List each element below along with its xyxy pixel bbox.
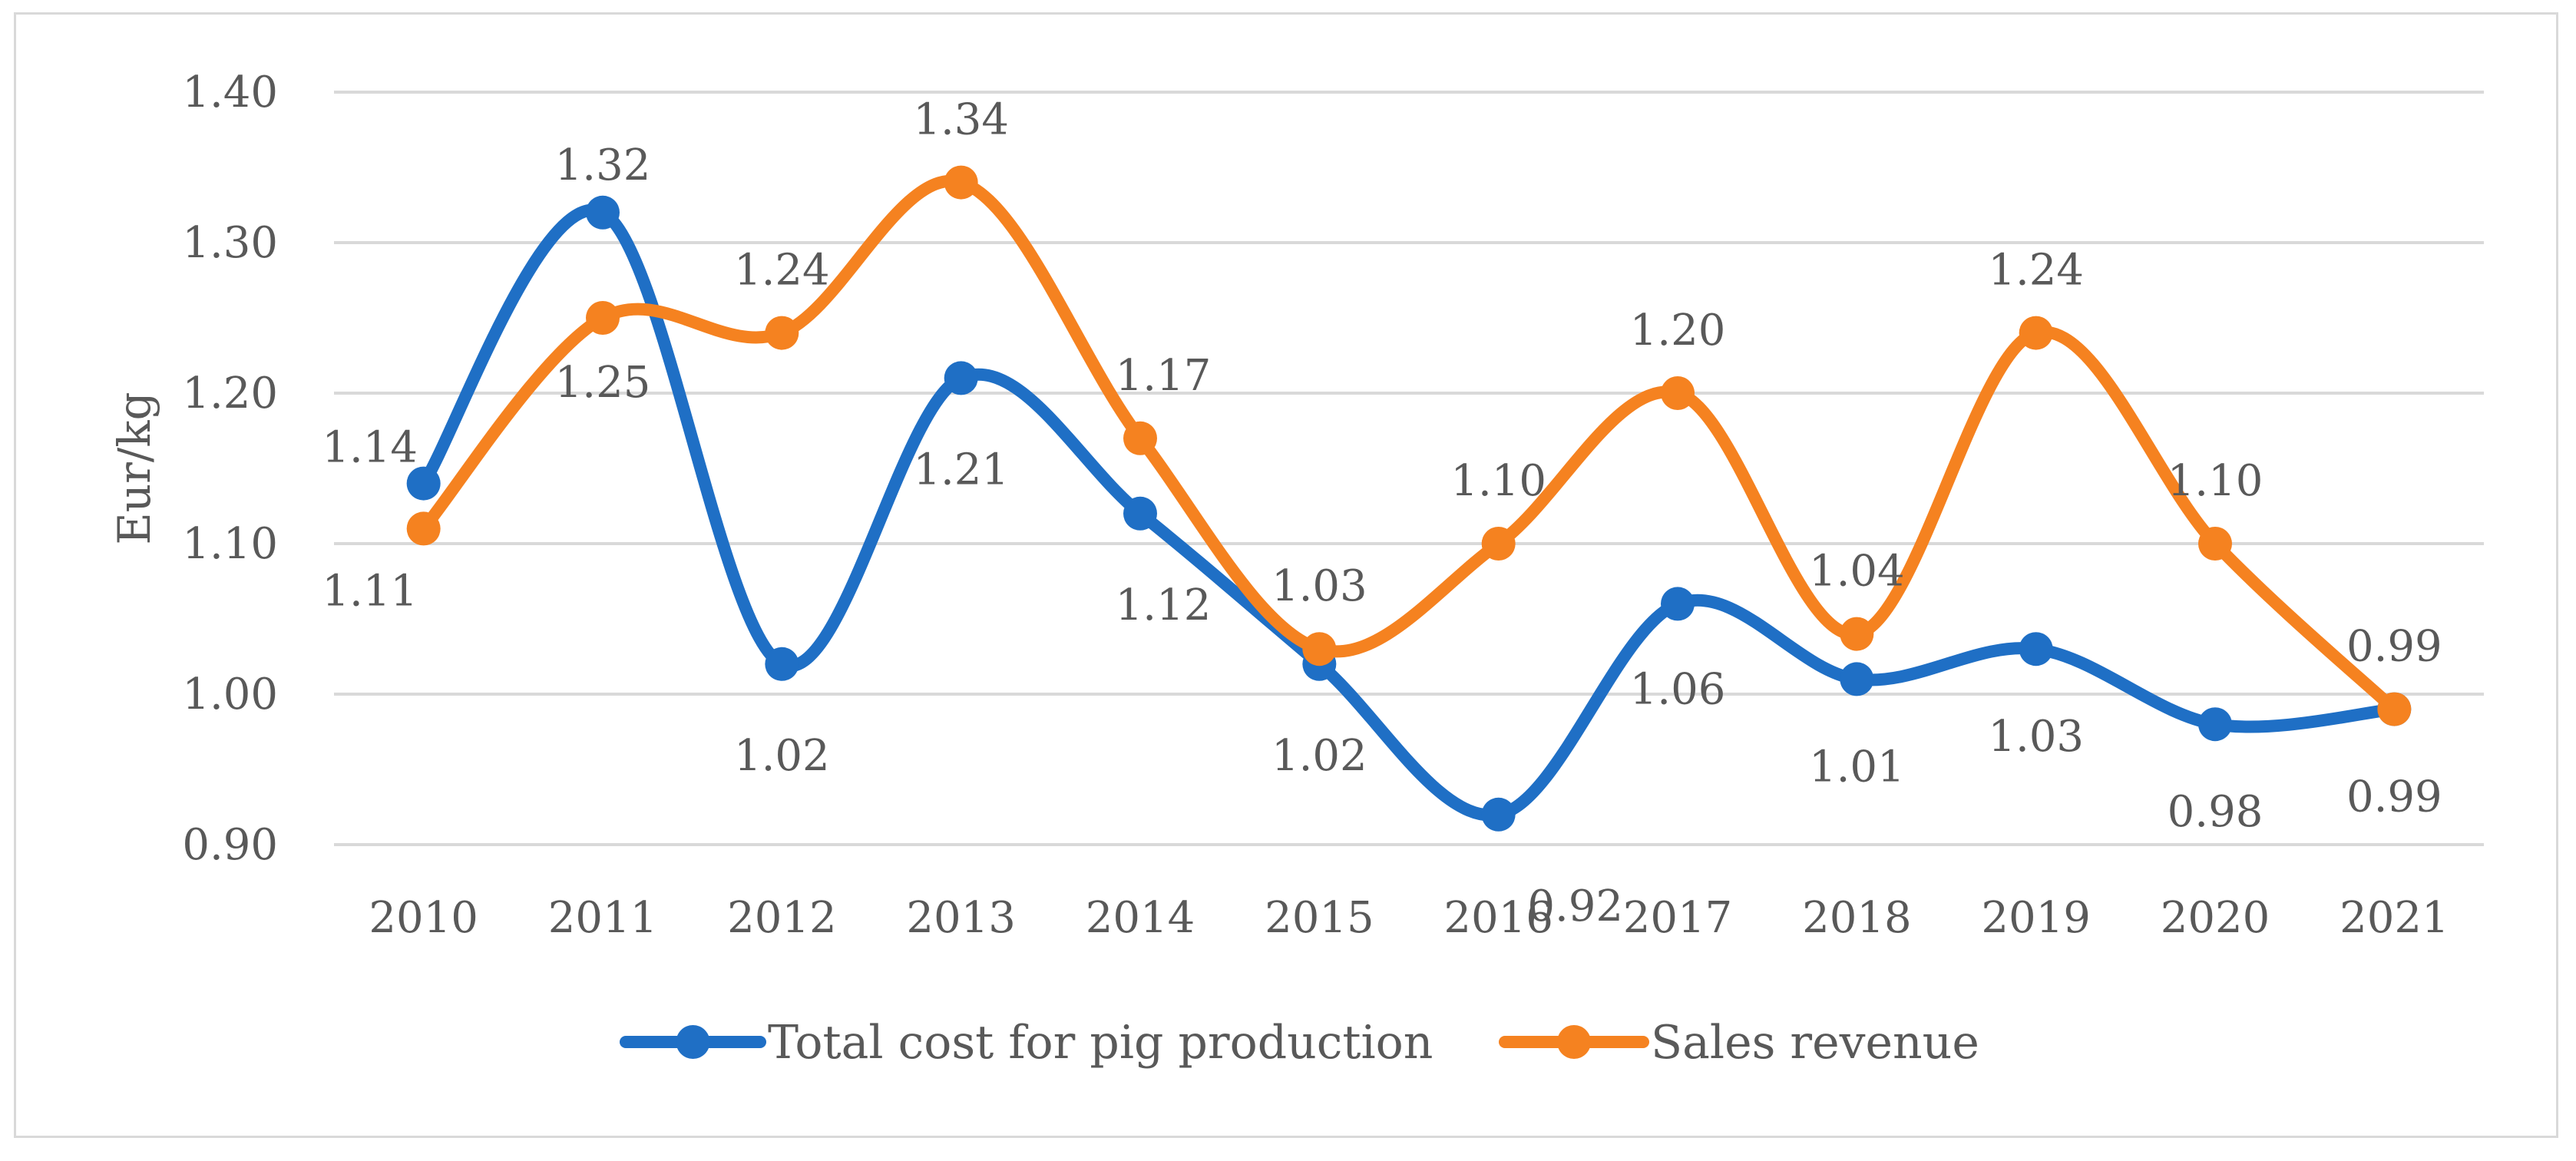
data-point: [2377, 692, 2412, 726]
data-label: 1.01: [1809, 742, 1905, 792]
series-total-cost: [406, 195, 2412, 832]
data-label: 1.24: [1988, 246, 2084, 296]
x-tick-label: 2010: [369, 893, 478, 943]
data-label: 0.92: [1527, 882, 1623, 931]
data-point: [1481, 797, 1516, 832]
y-axis-title: Eur/kg: [108, 392, 160, 544]
y-tick-label: 0.90: [182, 820, 278, 870]
data-point: [1302, 632, 1337, 666]
data-point: [1840, 617, 1874, 651]
gridlines: [334, 91, 2484, 846]
series-line: [417, 203, 2401, 822]
y-tick-label: 1.00: [182, 670, 278, 719]
data-label: 1.04: [1809, 547, 1905, 597]
data-point: [406, 511, 441, 546]
legend: Total cost for pig production Sales reven…: [620, 1016, 1979, 1070]
data-label: 1.10: [2168, 456, 2264, 506]
y-tick-label: 1.20: [182, 369, 278, 418]
data-label: 1.10: [1450, 456, 1546, 506]
data-label: 1.02: [734, 731, 830, 781]
x-tick-label: 2019: [1981, 893, 2091, 943]
chart-frame: [14, 12, 2558, 1138]
data-point: [2198, 707, 2232, 742]
x-tick-label: 2021: [2340, 893, 2449, 943]
legend-swatch-marker: [676, 1025, 710, 1059]
x-tick-label: 2018: [1802, 893, 1912, 943]
data-point: [2019, 316, 2053, 350]
x-tick-label: 2011: [548, 893, 658, 943]
series-sales-revenue: [406, 165, 2412, 726]
legend-label: Sales revenue: [1651, 1016, 1979, 1070]
x-tick-label: 2016: [1443, 893, 1553, 943]
data-label: 1.06: [1630, 664, 1726, 714]
data-label: 1.17: [1116, 351, 1212, 401]
legend-item: Total cost for pig production: [620, 1016, 1433, 1070]
series-layer: [406, 165, 2412, 832]
data-label: 1.03: [1271, 561, 1367, 611]
data-point: [1123, 496, 1157, 531]
data-label: 0.99: [2346, 622, 2442, 672]
x-axis-ticks: 2010 2011 2012 2013 2014 2015 2016 2017 2018 2019…: [369, 893, 2449, 943]
x-tick-label: 2017: [1623, 893, 1733, 943]
legend-item: Sales revenue: [1499, 1016, 1979, 1070]
data-point: [1481, 527, 1516, 561]
data-point: [1123, 421, 1157, 455]
data-labels: 1.14 1.32 1.02 1.21 1.12 1.02 0.92 1.06 1.01 1.03…: [322, 95, 2442, 931]
data-point: [944, 361, 978, 395]
data-label: 1.11: [322, 566, 418, 616]
x-tick-label: 2020: [2161, 893, 2270, 943]
data-point: [944, 165, 978, 200]
data-label: 0.99: [2346, 772, 2442, 822]
x-tick-label: 2015: [1265, 893, 1374, 943]
data-label: 1.21: [913, 445, 1009, 495]
y-tick-label: 1.40: [182, 68, 278, 117]
data-point: [2198, 527, 2232, 561]
data-label: 1.34: [913, 95, 1009, 145]
data-label: 1.02: [1271, 731, 1367, 781]
legend-swatch-marker: [1557, 1025, 1591, 1059]
legend-label: Total cost for pig production: [768, 1016, 1433, 1070]
x-tick-label: 2012: [727, 893, 837, 943]
data-point: [1840, 662, 1874, 696]
x-tick-label: 2013: [906, 893, 1016, 943]
data-point: [2019, 632, 2053, 666]
data-point: [1661, 376, 1695, 410]
data-point: [586, 195, 620, 230]
data-label: 1.03: [1988, 712, 2084, 762]
data-point: [765, 316, 799, 350]
data-label: 1.20: [1630, 306, 1726, 356]
data-point: [406, 466, 441, 501]
data-point: [1661, 587, 1695, 621]
series-line: [417, 174, 2401, 716]
y-axis-ticks: 1.40 1.30 1.20 1.10 1.00 0.90: [182, 68, 278, 870]
data-label: 0.98: [2168, 787, 2264, 837]
y-tick-label: 1.10: [182, 519, 278, 569]
x-tick-label: 2014: [1086, 893, 1195, 943]
data-label: 1.32: [555, 141, 651, 190]
data-label: 1.14: [322, 423, 418, 473]
data-label: 1.12: [1116, 580, 1212, 630]
data-label: 1.25: [555, 358, 651, 408]
data-point: [586, 301, 620, 335]
y-tick-label: 1.30: [182, 218, 278, 268]
data-label: 1.24: [734, 246, 830, 296]
data-point: [765, 647, 799, 681]
